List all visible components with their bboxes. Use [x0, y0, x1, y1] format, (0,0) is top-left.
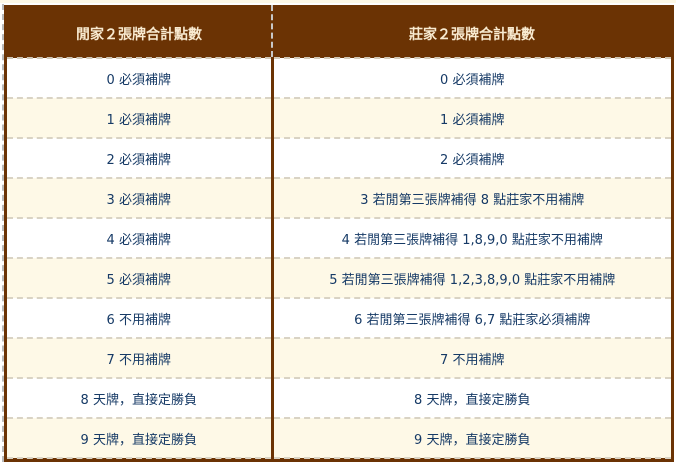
table-row: 0 必須補牌 0 必須補牌 — [7, 58, 671, 99]
banker-rule-cell: 2 必須補牌 — [272, 138, 671, 179]
table-row: 3 必須補牌 3 若閒第三張牌補得 8 點莊家不用補牌 — [7, 178, 671, 219]
player-rule-cell: 6 不用補牌 — [7, 298, 274, 339]
table-row: 5 必須補牌 5 若閒第三張牌補得 1,2,3,8,9,0 點莊家不用補牌 — [7, 258, 671, 299]
table-row: 8 天牌，直接定勝負 8 天牌，直接定勝負 — [7, 378, 671, 419]
player-rule-cell: 7 不用補牌 — [7, 338, 274, 379]
header-row: 閒家２張牌合計點數 莊家２張牌合計點數 — [7, 5, 671, 58]
table-row: 4 必須補牌 4 若閒第三張牌補得 1,8,9,0 點莊家不用補牌 — [7, 218, 671, 259]
left-divider — [2, 4, 4, 462]
banker-rule-cell: 3 若閒第三張牌補得 8 點莊家不用補牌 — [272, 178, 671, 219]
banker-rule-cell: 8 天牌，直接定勝負 — [272, 378, 671, 419]
player-rule-cell: 1 必須補牌 — [7, 98, 274, 139]
player-rule-cell: 2 必須補牌 — [7, 138, 274, 179]
banker-rule-cell: 4 若閒第三張牌補得 1,8,9,0 點莊家不用補牌 — [272, 218, 671, 259]
header-banker-total: 莊家２張牌合計點數 — [272, 5, 671, 58]
player-rule-cell: 0 必須補牌 — [7, 58, 274, 99]
banker-rule-cell: 5 若閒第三張牌補得 1,2,3,8,9,0 點莊家不用補牌 — [272, 258, 671, 299]
baccarat-drawing-rules-table: 閒家２張牌合計點數 莊家２張牌合計點數 0 必須補牌 0 必須補牌 1 必須補牌 1 … — [7, 5, 671, 459]
top-strip — [0, 0, 676, 3]
table-row: 6 不用補牌 6 若閒第三張牌補得 6,7 點莊家必須補牌 — [7, 298, 671, 339]
player-rule-cell: 5 必須補牌 — [7, 258, 274, 299]
player-rule-cell: 3 必須補牌 — [7, 178, 274, 219]
rules-table-container: 閒家２張牌合計點數 莊家２張牌合計點數 0 必須補牌 0 必須補牌 1 必須補牌 1 … — [4, 5, 674, 462]
banker-rule-cell: 6 若閒第三張牌補得 6,7 點莊家必須補牌 — [272, 298, 671, 339]
player-rule-cell: 4 必須補牌 — [7, 218, 274, 259]
player-rule-cell: 9 天牌，直接定勝負 — [7, 418, 274, 459]
banker-rule-cell: 9 天牌，直接定勝負 — [272, 418, 671, 459]
table-row: 9 天牌，直接定勝負 9 天牌，直接定勝負 — [7, 418, 671, 459]
banker-rule-cell: 0 必須補牌 — [272, 58, 671, 99]
table-row: 1 必須補牌 1 必須補牌 — [7, 98, 671, 139]
player-rule-cell: 8 天牌，直接定勝負 — [7, 378, 274, 419]
banker-rule-cell: 1 必須補牌 — [272, 98, 671, 139]
table-body: 0 必須補牌 0 必須補牌 1 必須補牌 1 必須補牌 2 必須補牌 2 必須補牌 3 必須… — [7, 58, 671, 459]
table-row: 7 不用補牌 7 不用補牌 — [7, 338, 671, 379]
banker-rule-cell: 7 不用補牌 — [272, 338, 671, 379]
header-player-total: 閒家２張牌合計點數 — [7, 5, 273, 58]
table-row: 2 必須補牌 2 必須補牌 — [7, 138, 671, 179]
